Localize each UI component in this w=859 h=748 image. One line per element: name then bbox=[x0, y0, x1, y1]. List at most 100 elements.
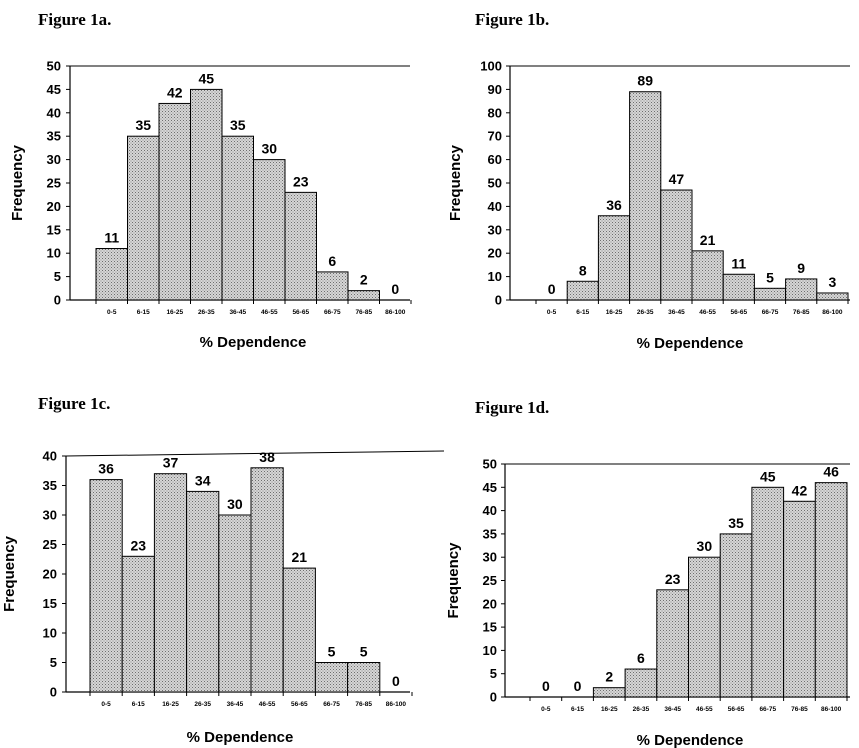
x-tick-label: 0-5 bbox=[101, 701, 111, 708]
data-label: 38 bbox=[259, 449, 275, 465]
y-tick-label: 25 bbox=[43, 537, 57, 552]
chart-panel-3: Figure 1c. 0 5 10 15 20 25 30 35 40 36 0-5 23 6-15 37 1… bbox=[1, 394, 445, 746]
y-tick-label: 35 bbox=[483, 526, 497, 541]
data-label: 35 bbox=[135, 117, 151, 133]
x-tick-label: 76-85 bbox=[355, 701, 372, 708]
data-label: 35 bbox=[728, 515, 744, 531]
y-tick-label: 10 bbox=[483, 643, 497, 658]
data-label: 0 bbox=[574, 678, 582, 694]
data-label: 45 bbox=[198, 70, 214, 86]
x-tick-label: 16-25 bbox=[162, 701, 179, 708]
bar-16-25 bbox=[153, 473, 188, 693]
bar-76-85 bbox=[347, 290, 380, 301]
y-axis-label: Frequency bbox=[445, 542, 462, 619]
x-tick-label: 16-25 bbox=[601, 706, 618, 713]
y-tick-label: 45 bbox=[483, 480, 497, 495]
y-tick-label: 45 bbox=[47, 82, 61, 97]
x-tick-label: 86-100 bbox=[822, 309, 843, 316]
data-label: 5 bbox=[360, 644, 368, 660]
y-tick-label: 60 bbox=[488, 152, 502, 167]
x-tick-label: 46-55 bbox=[259, 701, 276, 708]
chart-panel-4: Figure 1d. 0 5 10 15 20 25 30 35 40 45 50 0 0-5 0 6-15 2… bbox=[445, 398, 850, 748]
y-tick-label: 30 bbox=[43, 508, 57, 523]
y-tick-label: 15 bbox=[47, 222, 61, 237]
data-label: 0 bbox=[542, 678, 550, 694]
x-tick-label: 6-15 bbox=[137, 309, 150, 316]
x-tick-label: 56-65 bbox=[292, 309, 309, 316]
data-label: 5 bbox=[328, 644, 336, 660]
bar-56-65 bbox=[284, 191, 317, 301]
data-label: 8 bbox=[579, 262, 587, 278]
y-tick-label: 25 bbox=[483, 573, 497, 588]
x-tick-label: 86-100 bbox=[386, 701, 407, 708]
y-tick-label: 30 bbox=[488, 222, 502, 237]
bar-66-75 bbox=[751, 486, 785, 698]
bar-66-75 bbox=[753, 287, 787, 301]
y-tick-label: 30 bbox=[47, 152, 61, 167]
x-tick-label: 0-5 bbox=[541, 706, 551, 713]
data-label: 21 bbox=[292, 549, 308, 565]
figure-title: Figure 1b. bbox=[475, 10, 549, 29]
y-tick-label: 20 bbox=[43, 567, 57, 582]
data-label: 36 bbox=[606, 197, 622, 213]
x-tick-label: 6-15 bbox=[132, 701, 145, 708]
x-tick-label: 0-5 bbox=[107, 309, 117, 316]
x-tick-label: 6-15 bbox=[571, 706, 584, 713]
y-tick-label: 0 bbox=[495, 293, 502, 308]
bar-36-45 bbox=[660, 189, 693, 301]
y-axis-label: Frequency bbox=[1, 535, 18, 612]
y-tick-label: 10 bbox=[43, 626, 57, 641]
data-label: 23 bbox=[293, 173, 309, 189]
data-label: 0 bbox=[548, 281, 556, 297]
figure-title: Figure 1a. bbox=[38, 10, 111, 29]
x-tick-label: 56-65 bbox=[730, 309, 747, 316]
data-label: 30 bbox=[261, 141, 277, 157]
y-tick-label: 50 bbox=[47, 59, 61, 74]
bar-26-35 bbox=[629, 91, 662, 301]
bar-6-15 bbox=[127, 135, 160, 301]
data-label: 36 bbox=[98, 461, 114, 477]
y-tick-label: 5 bbox=[54, 269, 61, 284]
y-tick-label: 15 bbox=[483, 620, 497, 635]
chart-panel-1: Figure 1a.05101520253035404550110-5356-1… bbox=[9, 10, 412, 351]
x-tick-label: 26-35 bbox=[198, 309, 215, 316]
data-label: 0 bbox=[391, 281, 399, 297]
x-tick-label: 0-5 bbox=[547, 309, 557, 316]
bar-6-15 bbox=[121, 555, 155, 693]
data-label: 30 bbox=[697, 538, 713, 554]
data-label: 3 bbox=[829, 274, 837, 290]
x-tick-label: 36-45 bbox=[664, 706, 681, 713]
y-tick-label: 35 bbox=[43, 478, 57, 493]
data-label: 47 bbox=[669, 171, 685, 187]
bar-56-65 bbox=[722, 273, 755, 301]
y-tick-label: 5 bbox=[490, 666, 497, 681]
x-tick-label: 6-15 bbox=[576, 309, 589, 316]
bar-0-5 bbox=[89, 479, 123, 693]
y-tick-label: 15 bbox=[43, 596, 57, 611]
data-label: 42 bbox=[167, 84, 183, 100]
data-label: 2 bbox=[605, 669, 613, 685]
data-label: 23 bbox=[665, 571, 681, 587]
data-label: 23 bbox=[131, 537, 147, 553]
bar-36-45 bbox=[218, 514, 252, 693]
x-tick-label: 26-35 bbox=[633, 706, 650, 713]
x-tick-label: 46-55 bbox=[261, 309, 278, 316]
y-tick-label: 10 bbox=[47, 246, 61, 261]
x-tick-label: 26-35 bbox=[194, 701, 211, 708]
y-tick-label: 0 bbox=[50, 685, 57, 700]
data-label: 46 bbox=[823, 464, 839, 480]
figure-title: Figure 1d. bbox=[475, 398, 549, 417]
y-tick-label: 30 bbox=[483, 550, 497, 565]
y-tick-label: 50 bbox=[488, 176, 502, 191]
x-tick-label: 36-45 bbox=[668, 309, 685, 316]
bar-26-35 bbox=[624, 668, 658, 698]
bar-26-35 bbox=[190, 88, 223, 301]
y-axis-label: Frequency bbox=[447, 144, 464, 221]
data-label: 37 bbox=[163, 455, 179, 471]
x-tick-label: 26-35 bbox=[637, 309, 654, 316]
bar-86-100 bbox=[816, 292, 849, 301]
x-axis-label: % Dependence bbox=[200, 334, 307, 351]
y-axis-label: Frequency bbox=[9, 144, 26, 221]
chart-panel-2: Figure 1b.010203040506070809010000-586-1… bbox=[447, 10, 850, 352]
